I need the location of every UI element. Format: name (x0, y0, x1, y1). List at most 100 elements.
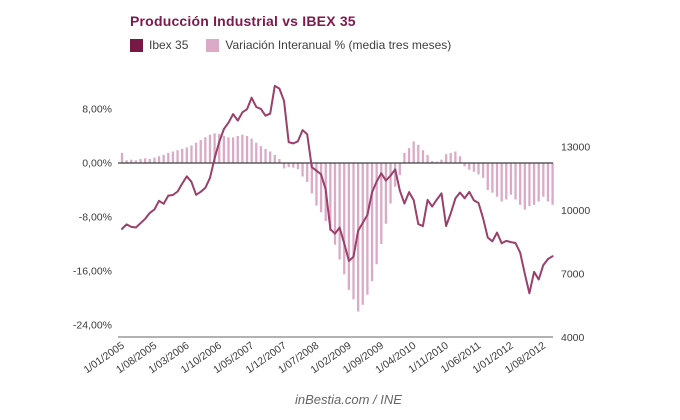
left-axis-labels: 8,00% 0,00% -8,00% -16,00% -24,00% (73, 104, 112, 332)
bar (208, 134, 212, 163)
bar (282, 163, 286, 169)
bar (213, 133, 216, 163)
bar (347, 163, 351, 290)
bar (375, 163, 378, 265)
left-axis-tick-label: 8,00% (82, 104, 112, 116)
bar (505, 163, 508, 200)
bar (181, 148, 184, 163)
bar (528, 163, 531, 207)
bar (551, 163, 554, 205)
variacion-interanual-bars (120, 133, 554, 312)
bar (514, 163, 517, 200)
legend-swatch-variacion-interanual (206, 38, 220, 52)
bar (519, 163, 522, 205)
bar (259, 146, 263, 164)
right-axis-tick-label: 4000 (561, 332, 585, 344)
bar (199, 140, 202, 163)
bar (255, 142, 258, 163)
bar (463, 163, 466, 167)
legend-label-ibex35: Ibex 35 (149, 38, 189, 52)
bar (435, 161, 438, 163)
bar (389, 163, 392, 204)
bar (171, 151, 175, 163)
right-axis-tick-label: 7000 (561, 269, 585, 281)
bar (227, 137, 230, 163)
bar (120, 152, 124, 164)
bar (431, 160, 434, 163)
chart-legend: Ibex 35 Variación Interanual % (media tr… (130, 38, 451, 52)
bar (167, 152, 170, 164)
bar (144, 158, 147, 163)
bar (426, 154, 429, 163)
bar (477, 163, 480, 175)
bar (412, 141, 415, 163)
bar (269, 151, 272, 163)
bar (148, 158, 151, 163)
bar (472, 163, 476, 172)
bar (329, 163, 332, 232)
bar (250, 138, 253, 163)
bar (176, 150, 179, 163)
bar (398, 163, 401, 176)
right-axis-tick-label: 13000 (561, 142, 590, 154)
bar (287, 163, 290, 168)
bar (310, 163, 313, 194)
bar (194, 142, 198, 163)
source-credit: inBestia.com / INE (295, 392, 402, 407)
bar (356, 163, 360, 312)
bar (296, 163, 300, 170)
bar (523, 163, 526, 210)
bar (532, 163, 536, 205)
bar (417, 144, 420, 163)
bar (278, 158, 281, 163)
bar (454, 151, 457, 163)
bar (139, 158, 142, 163)
right-axis-labels: 13000 10000 7000 4000 (561, 142, 590, 345)
bar (273, 154, 276, 163)
bar (315, 163, 318, 206)
bar (468, 163, 471, 170)
left-axis-tick-label: 0,00% (82, 158, 112, 170)
ibex35-line (121, 84, 554, 295)
bar (366, 163, 369, 295)
bar (407, 148, 411, 163)
bar (306, 163, 309, 182)
left-axis-tick-label: -8,00% (79, 212, 112, 224)
bar (153, 157, 156, 163)
bar (421, 150, 425, 163)
bar (218, 133, 221, 163)
bar (231, 137, 235, 163)
bar (241, 134, 244, 163)
bar (245, 136, 249, 163)
bar (370, 163, 374, 282)
chart-title: Producción Industrial vs IBEX 35 (130, 13, 356, 29)
bar (542, 163, 545, 197)
bar (162, 154, 165, 163)
bar (125, 160, 128, 163)
bar (352, 163, 355, 300)
bar (190, 145, 193, 163)
bar (495, 163, 499, 197)
bar (338, 163, 341, 260)
bar (458, 156, 462, 163)
bar (130, 159, 133, 164)
bar (264, 148, 267, 163)
bar (509, 163, 513, 195)
legend-item-ibex35: Ibex 35 (130, 38, 188, 52)
legend-swatch-ibex35 (130, 38, 143, 52)
bar (537, 163, 540, 202)
bar (157, 156, 161, 163)
left-axis-tick-label: -24,00% (73, 320, 112, 332)
bar (292, 163, 295, 168)
bar (380, 163, 383, 244)
bar (384, 163, 388, 224)
bar (440, 159, 443, 164)
legend-label-variacion-interanual: Variación Interanual % (media tres meses… (225, 38, 452, 52)
right-axis-tick-label: 10000 (561, 205, 590, 217)
bar (481, 163, 485, 178)
bar (222, 136, 226, 163)
left-axis-tick-label: -16,00% (73, 266, 112, 278)
bar (546, 163, 550, 202)
